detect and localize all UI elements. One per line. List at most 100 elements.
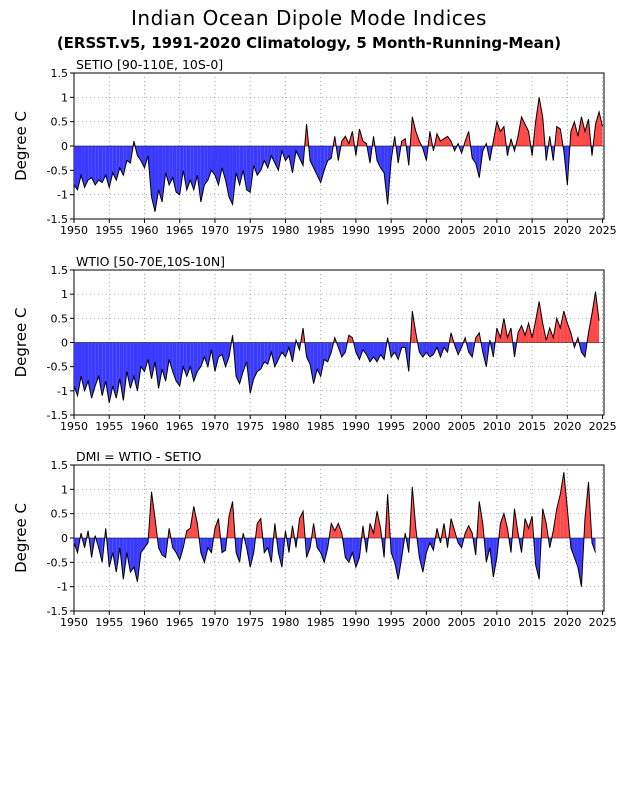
positive-area-segment: [500, 513, 504, 538]
negative-area-segment: [246, 342, 251, 394]
positive-area-segment: [348, 335, 353, 343]
x-tick-label: 1970: [201, 420, 229, 433]
negative-area-segment: [151, 146, 156, 212]
negative-area-segment: [123, 146, 127, 176]
positive-area-segment: [584, 119, 589, 146]
negative-area-segment: [197, 342, 201, 372]
figure-title: Indian Ocean Dipole Mode Indices: [131, 6, 487, 30]
negative-area-segment: [239, 146, 244, 185]
x-tick-label: 2000: [412, 224, 440, 237]
x-tick-label: 1950: [60, 616, 88, 629]
negative-area-segment: [475, 146, 480, 178]
x-tick-label: 1950: [60, 420, 88, 433]
positive-area-segment: [331, 523, 335, 538]
panel-setio: 1950 1955 1960 1965 1970 1975 1980 1985 1990 1995…: [12, 57, 617, 237]
negative-area-segment: [267, 342, 272, 365]
negative-area-segment: [577, 538, 582, 587]
x-tick-label: 2010: [483, 616, 511, 629]
negative-area-segment: [250, 146, 254, 193]
negative-area-segment: [155, 342, 159, 389]
negative-area-segment: [74, 146, 78, 190]
x-tick-label: 1990: [342, 616, 370, 629]
negative-area-segment: [116, 342, 120, 399]
y-tick-label: -0.5: [47, 556, 68, 569]
negative-area-segment: [162, 146, 166, 202]
negative-area-segment: [296, 146, 300, 159]
positive-area-segment: [535, 301, 540, 343]
negative-area-segment: [98, 146, 103, 183]
negative-area-segment: [327, 146, 332, 161]
y-tick-label: 0: [61, 140, 68, 153]
negative-area-segment: [257, 342, 261, 372]
negative-area-segment: [140, 146, 145, 168]
negative-area-segment: [264, 538, 268, 553]
x-tick-label: 2010: [483, 420, 511, 433]
x-tick-label: 1990: [342, 420, 370, 433]
negative-area-segment: [130, 342, 134, 389]
negative-area-segment: [429, 342, 434, 357]
positive-area-segment: [518, 325, 522, 343]
negative-area-segment: [306, 538, 311, 558]
negative-area-segment: [98, 342, 103, 396]
negative-area-segment: [112, 146, 117, 181]
y-tick-label: -1: [57, 385, 68, 398]
negative-area-segment: [172, 342, 177, 382]
negative-area-segment: [204, 146, 208, 185]
negative-area-segment: [236, 538, 240, 563]
negative-area-segment: [158, 342, 163, 389]
x-tick-label: 1975: [236, 224, 264, 237]
x-tick-label: 1985: [307, 616, 335, 629]
negative-area-segment: [355, 342, 360, 360]
negative-area-segment: [493, 538, 497, 577]
negative-area-segment: [179, 342, 184, 386]
negative-area-segment: [352, 538, 356, 568]
positive-area-segment: [479, 501, 483, 538]
x-tick-label: 1975: [236, 420, 264, 433]
panel-title: DMI = WTIO - SETIO: [76, 449, 202, 464]
series-line: [73, 97, 604, 212]
negative-area-segment: [225, 342, 230, 367]
negative-area-segment: [433, 342, 437, 355]
panel-wtio: 1950 1955 1960 1965 1970 1975 1980 1985 1990 1995…: [12, 254, 617, 433]
negative-area-segment: [310, 342, 314, 384]
negative-area-segment: [362, 342, 367, 355]
negative-area-segment: [211, 146, 215, 176]
x-tick-label: 2005: [448, 420, 476, 433]
negative-area-segment: [214, 342, 219, 372]
positive-area-segment: [595, 291, 600, 343]
negative-area-segment: [260, 146, 265, 171]
y-tick-label: 0: [61, 337, 68, 350]
negative-area-segment: [394, 538, 399, 580]
negative-area-segment: [429, 538, 434, 551]
panel-title: WTIO [50-70E,10S-10N]: [76, 254, 225, 269]
y-tick-label: -1: [57, 581, 68, 594]
panel-dmi: 1950 1955 1960 1965 1970 1975 1980 1985 1990 1995…: [12, 449, 617, 629]
x-tick-label: 2015: [518, 616, 546, 629]
negative-area-segment: [229, 146, 233, 205]
y-tick-label: 1: [61, 483, 68, 496]
positive-area-segment: [299, 511, 304, 538]
positive-area-segment: [535, 97, 540, 146]
negative-area-segment: [119, 146, 124, 176]
negative-area-segment: [257, 146, 261, 176]
negative-area-segment: [317, 146, 321, 183]
negative-area-segment: [186, 146, 191, 190]
negative-area-segment: [197, 146, 201, 202]
positive-area-segment: [151, 491, 156, 538]
negative-area-segment: [88, 146, 92, 181]
negative-area-segment: [176, 146, 180, 195]
y-tick-label: -1.5: [47, 213, 68, 226]
x-tick-label: 1955: [95, 616, 123, 629]
negative-area-segment: [137, 146, 141, 161]
positive-area-segment: [447, 136, 452, 146]
positive-area-segment: [503, 513, 508, 538]
positive-area-segment: [229, 501, 233, 538]
negative-area-segment: [317, 538, 321, 553]
negative-area-segment: [190, 342, 194, 382]
negative-area-segment: [165, 342, 170, 382]
positive-area-segment: [214, 518, 219, 538]
positive-area-segment: [444, 136, 448, 146]
negative-area-segment: [140, 342, 145, 372]
negative-area-segment: [193, 342, 198, 382]
